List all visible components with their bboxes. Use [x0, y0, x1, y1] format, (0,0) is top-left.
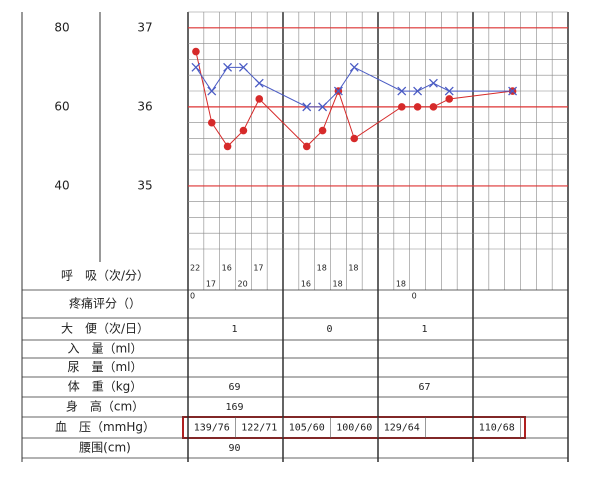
pulse-cross	[333, 86, 343, 96]
pulse-tick-label: 40	[54, 178, 69, 192]
cell-value: 18	[348, 264, 358, 273]
pulse-marker	[333, 86, 343, 96]
pulse-marker	[349, 62, 359, 72]
pulse-cross	[191, 62, 201, 72]
cell-value: 100/60	[336, 423, 372, 434]
pulse-cross	[207, 86, 217, 96]
pulse-cross	[508, 86, 518, 96]
cell-value: 17	[206, 280, 216, 289]
cell-value: 0	[412, 292, 417, 301]
row-label: 呼 吸（次/分）	[61, 269, 149, 283]
row-label: 身 高（cm）	[66, 399, 144, 414]
cell-value: 22	[190, 264, 200, 273]
pulse-marker	[223, 62, 233, 72]
pulse-marker	[207, 86, 217, 96]
cell-value: 105/60	[289, 423, 325, 434]
series-line	[195, 66, 513, 108]
temp-marker	[350, 134, 359, 143]
temp-marker	[207, 118, 216, 127]
pulse-tick-label: 60	[54, 99, 69, 113]
temp-marker	[318, 126, 327, 135]
cell-value: 18	[333, 280, 343, 289]
pulse-cross	[413, 86, 423, 96]
row-label: 入 量（ml）	[67, 342, 142, 356]
cell-value: 16	[222, 264, 232, 273]
temp-tick-label: 35	[137, 178, 152, 192]
temp-marker	[255, 95, 264, 103]
pulse-cross	[254, 78, 264, 88]
pulse-cross	[223, 62, 233, 72]
row-label: 血 压（mmHg）	[55, 420, 155, 434]
pulse-cross	[397, 86, 407, 96]
pulse-cross	[428, 78, 438, 88]
temp-marker	[223, 142, 232, 151]
temp-tick-label: 37	[137, 20, 152, 34]
pulse-marker	[191, 62, 201, 72]
temp-marker	[239, 126, 248, 135]
cell-value: 90	[228, 443, 240, 454]
pulse-cross	[444, 86, 454, 96]
cell-value: 67	[418, 382, 430, 393]
temp-marker	[302, 142, 311, 151]
row-label: 疼痛评分（）	[69, 296, 141, 311]
cell-value: 17	[253, 264, 263, 273]
pulse-cross	[318, 102, 328, 112]
row-label: 腰围(cm)	[79, 441, 131, 455]
pulse-tick-label: 80	[54, 20, 69, 34]
pulse-marker	[508, 86, 518, 96]
pulse-marker	[302, 102, 312, 112]
cell-value: 18	[396, 280, 406, 289]
cell-value: 139/76	[194, 423, 230, 434]
row-label: 大 便（次/日）	[61, 322, 149, 336]
cell-value: 129/64	[384, 423, 420, 434]
cell-value: 110/68	[479, 423, 515, 434]
temp-marker	[413, 103, 422, 111]
pulse-cross	[349, 62, 359, 72]
cell-value: 169	[225, 402, 243, 413]
pulse-cross	[238, 62, 248, 72]
pulse-marker	[318, 102, 328, 112]
temp-marker	[445, 95, 454, 103]
pulse-cross	[302, 102, 312, 112]
frame	[21, 12, 569, 462]
pulse-marker	[254, 78, 264, 88]
cell-value: 16	[301, 280, 311, 289]
cell-value: 18	[317, 264, 327, 273]
cell-value: 69	[228, 382, 240, 393]
pulse-marker	[413, 86, 423, 96]
temp-marker	[192, 47, 200, 56]
pulse-marker	[238, 62, 248, 72]
cell-value: 1	[231, 324, 237, 335]
row-label: 体 重（kg）	[68, 380, 143, 394]
pulse-marker	[428, 78, 438, 88]
pulse-marker	[444, 86, 454, 96]
pulse-marker	[397, 86, 407, 96]
temp-tick-label: 36	[137, 99, 152, 113]
cell-value: 0	[190, 292, 195, 301]
cell-value: 1	[421, 324, 427, 335]
cell-value: 122/71	[241, 423, 277, 434]
temp-marker	[429, 103, 438, 111]
row-label: 尿 量（ml）	[67, 360, 142, 374]
cell-value: 0	[326, 324, 332, 335]
cell-value: 20	[238, 280, 248, 289]
temp-marker	[397, 103, 406, 111]
